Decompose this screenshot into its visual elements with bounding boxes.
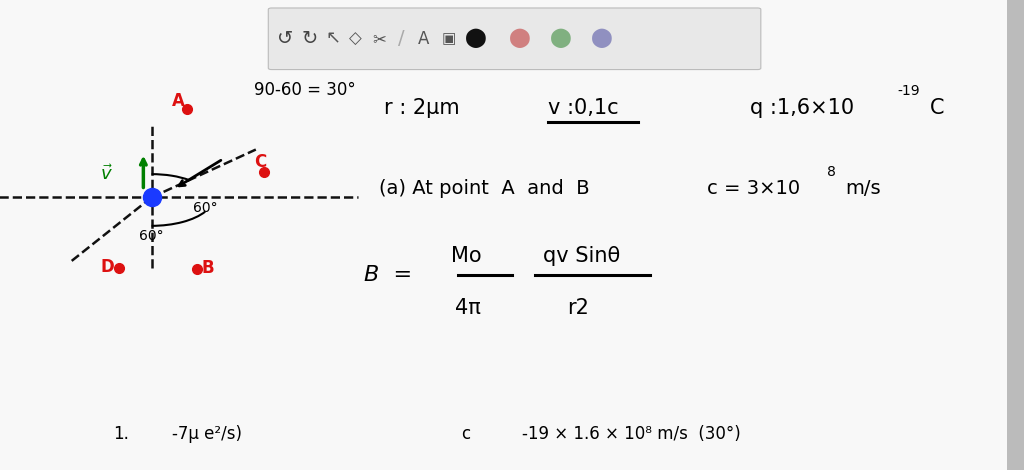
Text: qv Sinθ: qv Sinθ: [543, 246, 620, 266]
Text: 90-60 = 30°: 90-60 = 30°: [254, 81, 355, 99]
Text: 60°: 60°: [139, 229, 164, 243]
Text: ↺: ↺: [276, 29, 293, 48]
Text: -7μ e²/s): -7μ e²/s): [172, 425, 242, 444]
Text: B  =: B =: [364, 265, 412, 285]
Text: /: /: [398, 29, 404, 48]
Text: c: c: [461, 425, 470, 444]
Text: ▣: ▣: [441, 31, 456, 46]
Text: ⬤: ⬤: [509, 29, 531, 48]
Text: ⬤: ⬤: [550, 29, 572, 48]
Text: A: A: [172, 92, 185, 110]
Text: 4π: 4π: [455, 298, 481, 318]
Text: ⬤: ⬤: [591, 29, 613, 48]
Text: q :1,6×10: q :1,6×10: [750, 98, 854, 118]
Text: 8: 8: [827, 164, 837, 179]
FancyBboxPatch shape: [268, 8, 761, 70]
Text: c = 3×10: c = 3×10: [707, 179, 800, 197]
Text: 60°: 60°: [193, 201, 217, 215]
Text: Mo: Mo: [451, 246, 481, 266]
Text: ⬤: ⬤: [465, 29, 487, 48]
Text: r2: r2: [567, 298, 590, 318]
Text: -19: -19: [897, 84, 920, 98]
Text: -19 × 1.6 × 10⁸ m/s  (30°): -19 × 1.6 × 10⁸ m/s (30°): [522, 425, 741, 444]
Text: C: C: [930, 98, 944, 118]
Text: m/s: m/s: [845, 179, 881, 197]
Text: ↖: ↖: [326, 30, 340, 48]
Text: ↻: ↻: [301, 29, 317, 48]
Text: A: A: [418, 30, 430, 48]
Text: C: C: [254, 153, 266, 171]
Text: D: D: [100, 258, 114, 276]
Bar: [1007, 0, 1024, 470]
Text: (a) At point  A  and  B: (a) At point A and B: [379, 179, 590, 197]
Text: v :0,1c: v :0,1c: [548, 98, 618, 118]
Text: 1.: 1.: [113, 425, 129, 444]
Text: $\vec{v}$: $\vec{v}$: [100, 164, 114, 184]
Text: ✂: ✂: [372, 30, 386, 48]
Text: B: B: [202, 259, 214, 277]
Text: r : 2μm: r : 2μm: [384, 98, 460, 118]
Text: ◇: ◇: [349, 30, 361, 48]
